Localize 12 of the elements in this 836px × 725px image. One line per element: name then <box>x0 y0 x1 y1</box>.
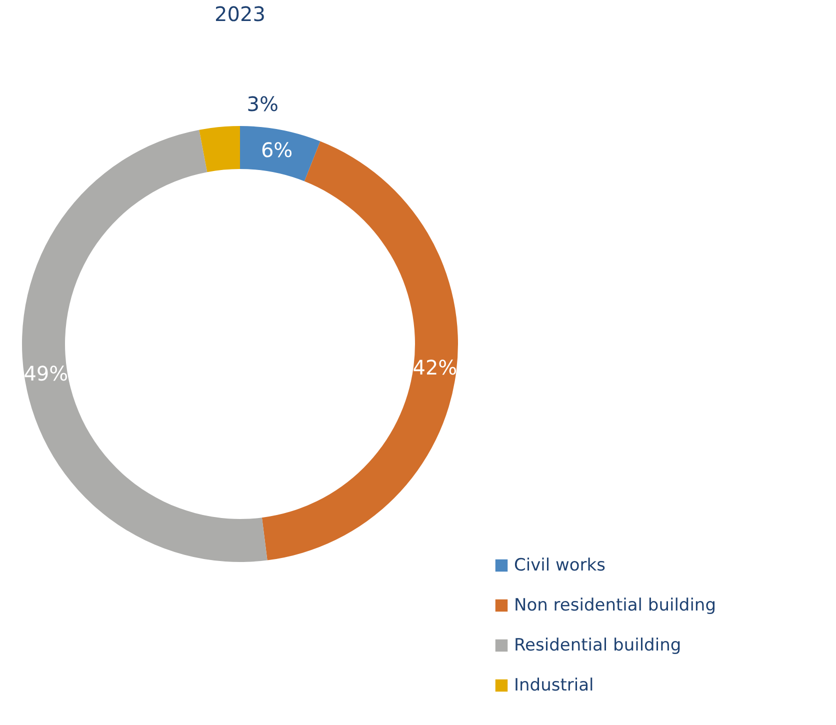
data-label: 6% <box>260 138 293 162</box>
legend-label: Civil works <box>514 556 606 576</box>
donut-slice <box>240 126 320 182</box>
chart-title: 2023 <box>214 2 266 26</box>
donut-slice <box>262 141 458 560</box>
data-label: 49% <box>24 362 68 386</box>
data-label: 42% <box>412 356 458 380</box>
legend-label: Non residential building <box>514 596 716 616</box>
data-label: 3% <box>246 92 278 116</box>
donut-slice <box>199 126 240 172</box>
legend-label: Industrial <box>514 676 594 696</box>
legend-label: Residential building <box>514 636 682 656</box>
